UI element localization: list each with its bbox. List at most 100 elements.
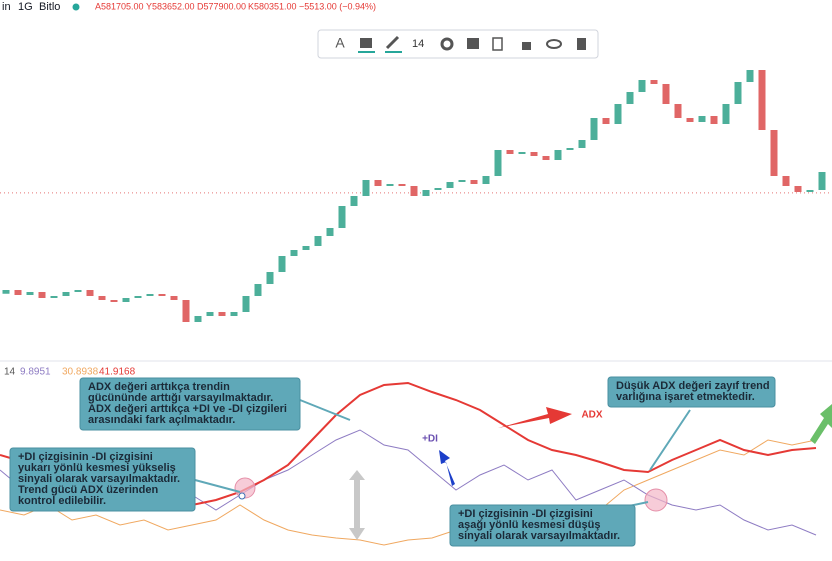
- callout-text: kontrol edilebilir.: [18, 495, 106, 507]
- candle-body: [746, 70, 754, 82]
- candle-body: [662, 84, 670, 104]
- adx-arrow: [498, 407, 572, 428]
- candle-body: [722, 104, 730, 124]
- candle-body: [542, 156, 550, 160]
- candle-body: [98, 296, 106, 300]
- callout-text: sinyali olarak varsayılmaktadır.: [18, 473, 180, 485]
- callout-box: [9, 447, 196, 512]
- font-size[interactable]: 14: [412, 38, 424, 50]
- layers-icon[interactable]: [467, 38, 479, 49]
- candle-body: [314, 236, 322, 246]
- candle-body: [626, 92, 634, 104]
- ohlc-high: Y583652.00: [146, 1, 195, 11]
- candle-body: [38, 292, 46, 298]
- plus-di-value: 9.8951: [20, 367, 51, 378]
- candle-body: [122, 298, 130, 302]
- candle-body: [14, 290, 22, 295]
- plus-di-label: +DI: [422, 434, 438, 445]
- candle-body: [254, 284, 262, 296]
- candle-body: [458, 180, 466, 182]
- header: in 1G Bitlo A581705.00 Y583652.00 D57790…: [2, 1, 376, 13]
- candle-body: [446, 182, 454, 188]
- hide-icon[interactable]: [546, 39, 562, 49]
- candle-body: [686, 118, 694, 122]
- pen-tool[interactable]: [385, 35, 400, 50]
- callout-text: ADX değeri arttıkça +DI ve -DI çizgileri: [88, 403, 287, 415]
- candle-body: [110, 300, 118, 302]
- minus-di-line: [0, 439, 817, 546]
- candle-body: [86, 290, 94, 296]
- candle-body: [638, 80, 646, 92]
- plus-di-arrow: [439, 450, 455, 486]
- candle-body: [362, 180, 370, 196]
- candle-body: [50, 296, 58, 298]
- candle-body: [338, 206, 346, 228]
- candle-body: [590, 118, 598, 140]
- pointer: [194, 479, 241, 493]
- ohlc-change: −5513.00 (−0.94%): [299, 1, 376, 11]
- candle-body: [350, 196, 358, 206]
- candle-body: [2, 290, 10, 294]
- candle-body: [554, 150, 562, 160]
- candle-body: [74, 290, 82, 292]
- candle-body: [158, 294, 166, 296]
- candle-body: [386, 184, 394, 186]
- candle-body: [566, 148, 574, 150]
- candle-body: [26, 292, 34, 295]
- candle-body: [506, 150, 514, 154]
- callout-text: +DI çizgisinin -DI çizgisini: [18, 451, 153, 463]
- callout-text: sinyali olarak varsayılmaktadır.: [458, 530, 620, 542]
- status-dot: [72, 3, 80, 11]
- candle-body: [242, 296, 250, 312]
- ohlc-close: K580351.00: [248, 1, 297, 11]
- candle-body: [146, 294, 154, 296]
- text-tool[interactable]: A: [335, 35, 345, 51]
- pointer: [299, 399, 351, 421]
- candle-body: [182, 300, 190, 322]
- candle-body: [62, 292, 70, 296]
- candle-body: [818, 172, 826, 190]
- callout-box: [607, 376, 776, 408]
- exchange: Bitlo: [39, 1, 60, 13]
- callout-text: ADX değeri arttıkça trendin: [88, 381, 230, 393]
- interval: 1G: [18, 1, 33, 13]
- cross-point: [238, 492, 246, 500]
- candle-body: [218, 312, 226, 316]
- candle-body: [374, 180, 382, 186]
- candle-body: [410, 186, 418, 196]
- cross-highlight: [234, 477, 256, 499]
- candle-body: [170, 296, 178, 300]
- indicator-length: 14: [4, 367, 16, 378]
- cross-highlight: [644, 488, 668, 512]
- candle-body: [194, 316, 202, 322]
- candles: [2, 70, 826, 322]
- symbol: in: [2, 1, 11, 13]
- candle-body: [494, 150, 502, 176]
- candle-body: [674, 104, 682, 118]
- settings-icon[interactable]: [440, 37, 454, 51]
- candle-body: [422, 190, 430, 196]
- candle-body: [614, 104, 622, 124]
- lock-icon[interactable]: [522, 42, 531, 50]
- candle-body: [278, 256, 286, 272]
- trend-arrow: [810, 404, 832, 444]
- toolbar: A 14: [317, 29, 599, 59]
- range-arrow: [349, 470, 365, 540]
- candle-body: [710, 116, 718, 124]
- fill-tool[interactable]: [360, 38, 372, 48]
- minus-di-value: 30.8938: [62, 367, 99, 378]
- candle-body: [530, 152, 538, 156]
- candle-body: [266, 272, 274, 284]
- candle-body: [650, 80, 658, 84]
- ohlc-low: D577900.00: [197, 1, 246, 11]
- callout-box: [79, 377, 301, 431]
- delete-icon[interactable]: [577, 38, 586, 50]
- candle-body: [290, 250, 298, 256]
- callout-text: Trend gücü ADX üzerinden: [18, 484, 158, 496]
- candle-body: [518, 152, 526, 154]
- candle-body: [602, 118, 610, 124]
- callout-text: Düşük ADX değeri zayıf trend: [616, 380, 770, 392]
- clone-icon[interactable]: [492, 37, 503, 51]
- candle-body: [782, 176, 790, 186]
